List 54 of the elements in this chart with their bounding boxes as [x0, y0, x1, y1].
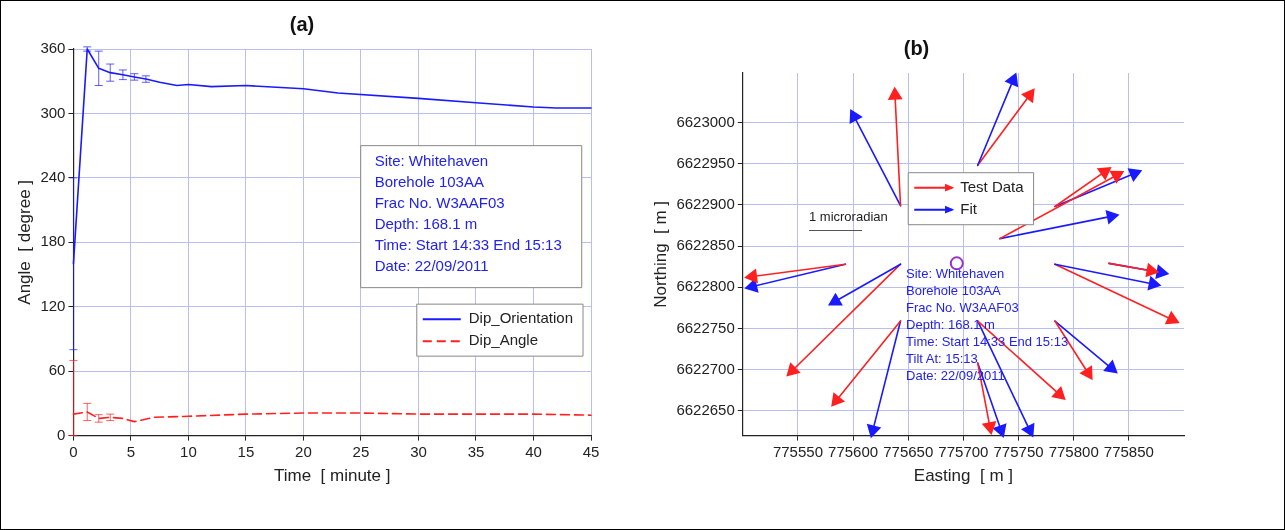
x-axis-title: Time [ minute ]	[273, 466, 391, 486]
y-tick-label: 6622650	[676, 401, 735, 419]
y-axis-title: Angle [ degree ]	[14, 179, 34, 305]
x-tick-label: 775600	[828, 442, 879, 460]
chart-title: (b)	[903, 36, 930, 59]
y-tick-label: 240	[40, 168, 66, 186]
y-axis-title: Northing [ m ]	[650, 200, 670, 308]
legend-label: Dip_Angle	[468, 331, 538, 349]
x-tick-label: 20	[295, 442, 312, 460]
annotation: Depth: 168.1 m	[374, 214, 478, 232]
y-tick-label: 300	[40, 103, 66, 121]
annotation: Site: Whitehaven	[906, 266, 1005, 282]
x-tick-label: 775850	[1103, 442, 1154, 460]
x-tick-label: 15	[237, 442, 255, 460]
x-tick-label: 5	[126, 442, 136, 460]
x-tick-label: 775700	[938, 442, 989, 460]
y-tick-label: 6622700	[676, 359, 735, 377]
annotation: Tilt At: 15:13	[906, 351, 978, 367]
y-tick-label: 6622900	[676, 195, 735, 212]
x-tick-label: 25	[352, 442, 370, 460]
y-tick-label: 360	[40, 39, 66, 57]
x-tick-label: 775750	[993, 442, 1044, 460]
x-tick-label: 10	[180, 442, 197, 460]
x-tick-label: 40	[525, 442, 542, 460]
y-tick-label: 6622750	[676, 318, 735, 336]
y-tick-label: 6622850	[676, 236, 735, 254]
x-tick-label: 775650	[883, 442, 934, 460]
y-tick-label: 180	[40, 232, 66, 250]
x-tick-label: 775550	[772, 442, 823, 460]
annotation: Frac No. W3AAF03	[374, 193, 505, 211]
legend-label: Test Data	[960, 177, 1025, 195]
y-tick-label: 6622950	[676, 153, 735, 171]
legend-label: Fit	[960, 199, 978, 217]
x-tick-label: 30	[410, 442, 427, 460]
annotation: Frac No. W3AAF03	[906, 300, 1019, 316]
y-tick-label: 0	[57, 425, 66, 443]
y-tick-label: 6623000	[676, 112, 735, 130]
x-axis-title: Easting [ m ]	[913, 466, 1013, 486]
y-tick-label: 120	[40, 296, 66, 314]
legend-label: Dip_Orientation	[468, 309, 574, 327]
annotation: Borehole 103AA	[906, 283, 1002, 299]
annotation: 1 microradian	[808, 208, 888, 224]
annotation: Depth: 168.1 m	[906, 317, 995, 333]
x-tick-label: 775800	[1048, 442, 1099, 460]
y-tick-label: 6622800	[676, 277, 735, 295]
annotation: Site: Whitehaven	[374, 151, 489, 169]
x-tick-label: 0	[69, 442, 78, 460]
y-tick-label: 60	[48, 361, 66, 379]
annotation: Time: Start 14:33 End 15:13	[374, 235, 562, 253]
x-tick-label: 35	[467, 442, 485, 460]
chart-title: (a)	[289, 12, 315, 35]
annotation: Date: 22/09/2011	[374, 256, 489, 274]
x-tick-label: 45	[582, 442, 600, 460]
annotation: Borehole 103AA	[374, 172, 484, 190]
